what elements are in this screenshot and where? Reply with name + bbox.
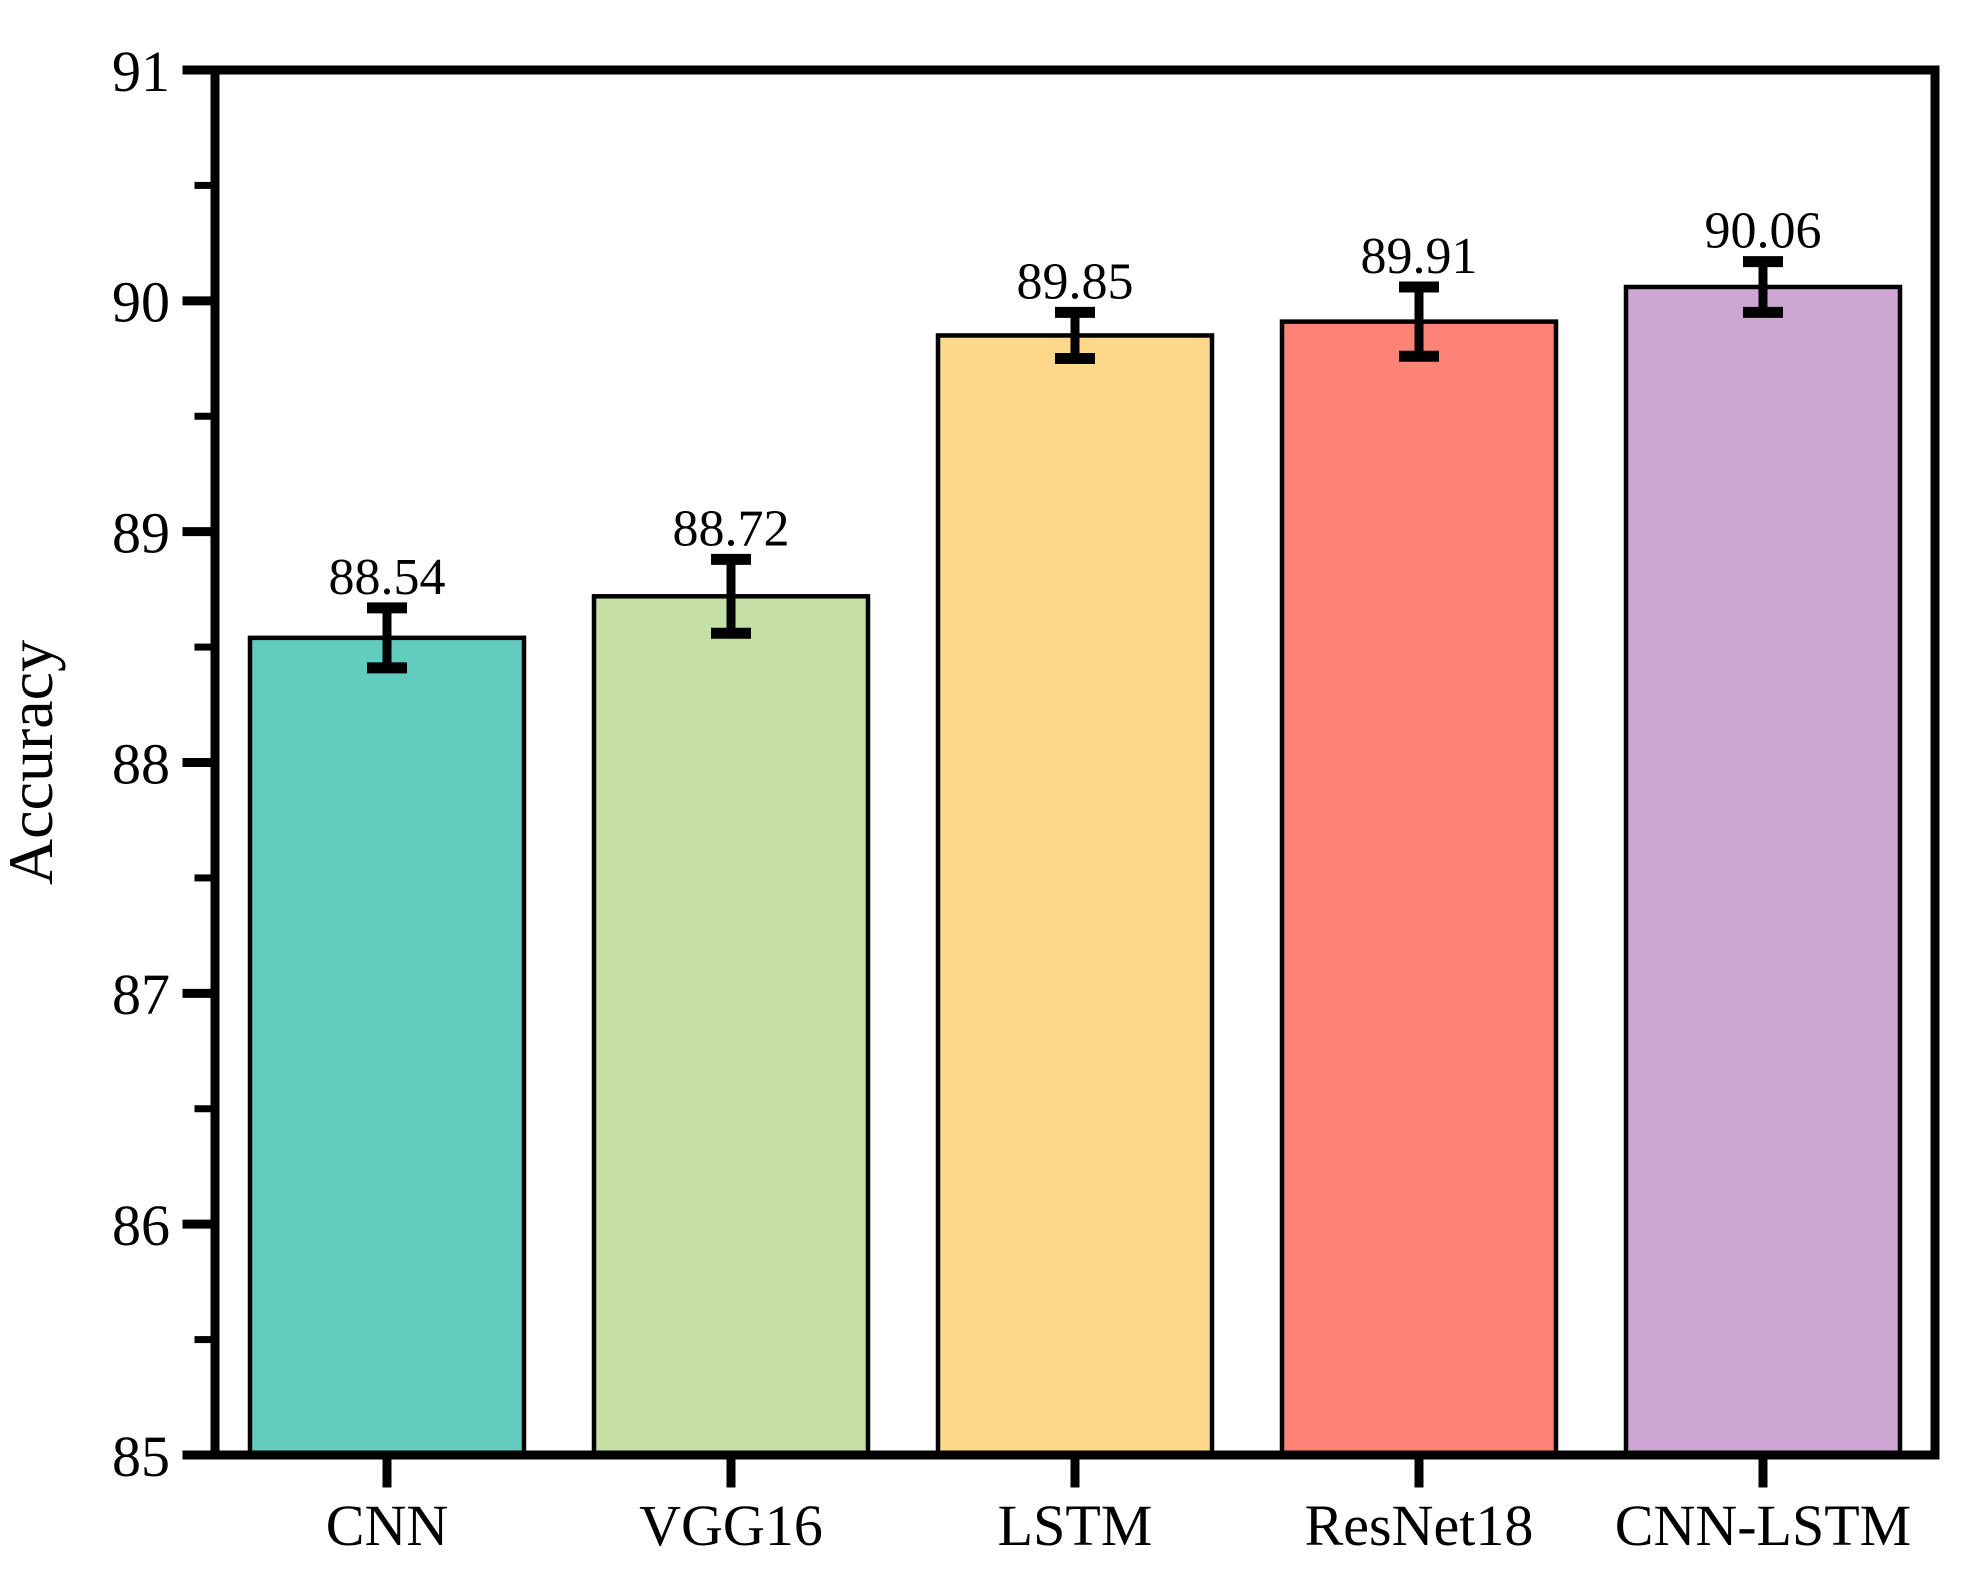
bar-value-label-lstm: 89.85 [1017, 253, 1134, 310]
bar-resnet18 [1279, 319, 1559, 1458]
bar-value-label-cnn: 88.54 [329, 549, 446, 606]
bar-vgg16 [591, 594, 871, 1458]
x-category-label-cnn: CNN [326, 1493, 448, 1558]
y-axis-tick-label: 91 [112, 39, 170, 104]
bar-value-label-cnn-lstm: 90.06 [1705, 203, 1822, 260]
bar-value-label-resnet18: 89.91 [1361, 228, 1478, 285]
y-axis-tick-label: 85 [112, 1424, 170, 1489]
x-category-label-vgg16: VGG16 [639, 1493, 823, 1558]
y-axis-tick-label: 90 [112, 270, 170, 335]
bar-cnn [247, 635, 527, 1458]
y-axis-tick-label: 89 [112, 501, 170, 566]
x-category-label-cnn-lstm: CNN-LSTM [1615, 1493, 1911, 1558]
y-axis-title: Accuracy [0, 640, 66, 885]
y-axis-tick-label: 87 [112, 962, 170, 1027]
plot-frame [210, 65, 1940, 1460]
y-axis-tick-label: 88 [112, 731, 170, 796]
bar-value-label-vgg16: 88.72 [673, 500, 790, 557]
bar-lstm [935, 333, 1215, 1458]
bar-cnn-lstm [1623, 284, 1903, 1458]
y-axis-tick-label: 86 [112, 1193, 170, 1258]
x-category-label-lstm: LSTM [998, 1493, 1153, 1558]
x-category-label-resnet18: ResNet18 [1305, 1493, 1534, 1558]
